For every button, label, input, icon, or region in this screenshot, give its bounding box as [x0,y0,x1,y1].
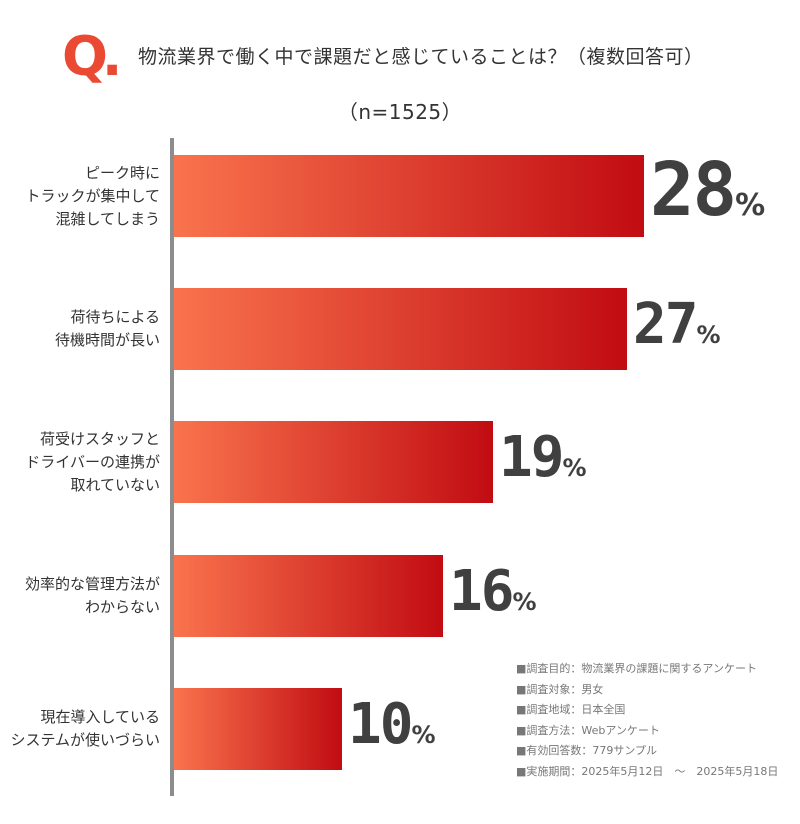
note-line: ■調査対象：男女 [516,682,604,696]
category-label: 荷受けスタッフとドライバーの連携が取れていない [0,428,160,497]
category-label-line: 混雑してしまう [55,209,160,228]
note-line: ■実施期間：2025年5月12日 ～ 2025年5月18日 [516,764,779,778]
sample-size: （n=1525） [337,100,463,124]
category-label-line: 荷待ちによる [70,308,160,326]
category-label-line: 取れていない [70,475,160,494]
bar-3 [174,421,493,503]
category-label-line: わからない [84,598,160,616]
data-label-value: 10 [348,692,413,758]
bar-1 [174,155,644,237]
category-label-line: 荷受けスタッフと [39,429,160,448]
category-label: 効率的な管理方法がわからない [0,573,160,619]
data-label-value: 19 [499,425,564,491]
category-label-line: 効率的な管理方法が [24,575,160,593]
category-label-line: 待機時間が長い [54,331,160,349]
data-label: 28% [650,150,765,250]
data-label-value: 27 [633,292,698,358]
bar-4 [174,555,443,637]
category-label-line: トラックが集中して [25,186,160,205]
chart-title: 物流業界で働く中で課題だと感じていることは？（複数回答可） [138,46,704,68]
note-line: ■調査方法：Webアンケート [516,723,660,737]
category-label: 現在導入しているシステムが使いづらい [0,706,160,752]
data-label: 19% [499,427,586,502]
bar-2 [174,288,627,370]
data-label-unit: % [562,454,587,483]
data-label-unit: % [735,188,766,224]
category-label-line: ドライバーの連携が [25,452,160,471]
data-label: 27% [633,294,720,369]
category-label-line: システムが使いづらい [10,731,160,749]
bar-5 [174,688,342,770]
data-label: 10% [348,694,435,769]
data-label: 16% [449,561,536,636]
data-label-unit: % [411,721,436,750]
data-label-unit: % [512,588,537,617]
category-label-line: ピーク時に [84,163,160,182]
data-label-value: 28 [650,147,737,234]
data-label-value: 16 [449,559,514,625]
axis-line [170,138,174,796]
note-line: ■有効回答数：779サンプル [516,744,658,757]
data-label-unit: % [696,321,721,350]
q-mark-logo: Q. [62,25,122,88]
note-line: ■調査地域：日本全国 [516,703,626,716]
category-label: 荷待ちによる待機時間が長い [0,306,160,352]
category-label: ピーク時にトラックが集中して混雑してしまう [0,162,160,231]
survey-notes: ■調査目的：物流業界の課題に関するアンケート ■調査対象：男女 ■調査地域：日本… [516,659,778,782]
category-label-line: 現在導入している [40,708,160,726]
note-line: ■調査目的：物流業界の課題に関するアンケート [516,662,757,675]
